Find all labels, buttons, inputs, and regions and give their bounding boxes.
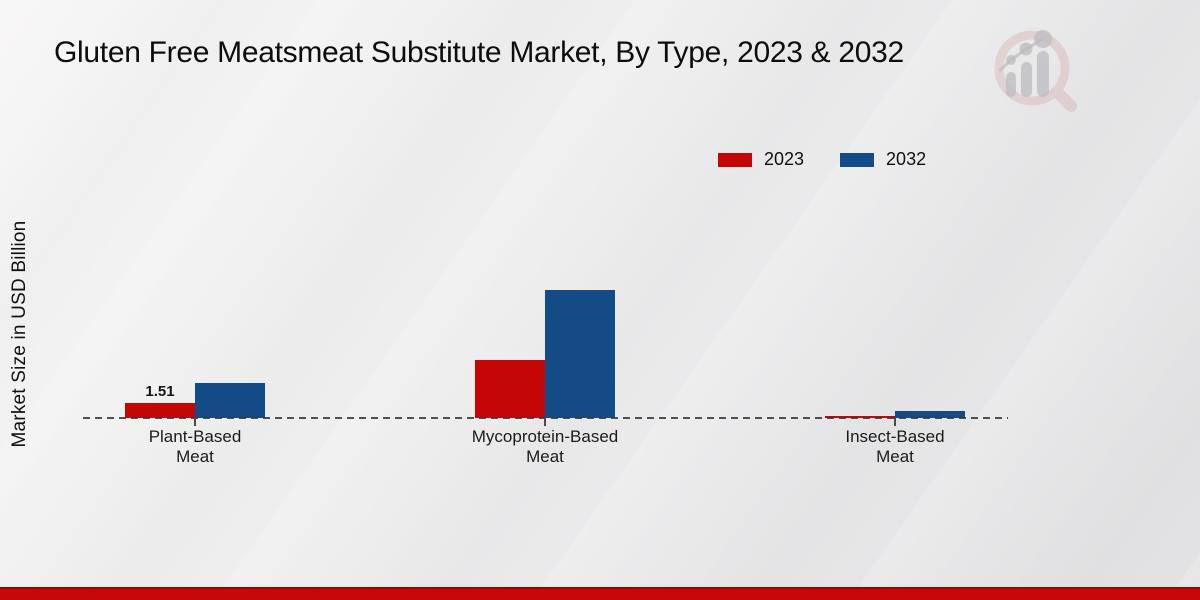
- bar-2023-mycoprotein-based-meat: [475, 360, 545, 418]
- bar-value-label: 1.51: [145, 382, 175, 400]
- legend: 2023 2032: [718, 149, 926, 170]
- legend-label-2032: 2032: [886, 149, 927, 169]
- bar-2023-insect-based-meat: [825, 416, 895, 418]
- x-axis-category-label: Insect-Based Meat: [845, 427, 945, 467]
- legend-swatch-2032: [840, 152, 875, 167]
- x-axis-category-label: Mycoprotein-Based Meat: [471, 427, 619, 467]
- legend-item-2032: 2032: [840, 149, 926, 170]
- footer-accent-bar: [0, 587, 1200, 600]
- chart-title: Gluten Free Meatsmeat Substitute Market,…: [54, 36, 904, 69]
- bar-2023-plant-based-meat: [125, 402, 195, 418]
- magnifier-bar-chart-logo-icon: [994, 30, 1077, 112]
- x-axis-tick: [894, 418, 896, 426]
- y-axis-label: Market Size in USD Billion: [9, 220, 30, 448]
- legend-item-2023: 2023: [718, 149, 804, 170]
- bar-2032-insect-based-meat: [895, 411, 965, 418]
- bar-2032-plant-based-meat: [195, 383, 265, 418]
- x-axis-tick: [544, 418, 546, 426]
- legend-swatch-2023: [718, 152, 752, 167]
- legend-label-2023: 2023: [764, 149, 805, 169]
- x-axis-category-label: Plant-Based Meat: [148, 427, 242, 467]
- x-axis-tick: [194, 418, 196, 426]
- bar-2032-mycoprotein-based-meat: [545, 290, 615, 418]
